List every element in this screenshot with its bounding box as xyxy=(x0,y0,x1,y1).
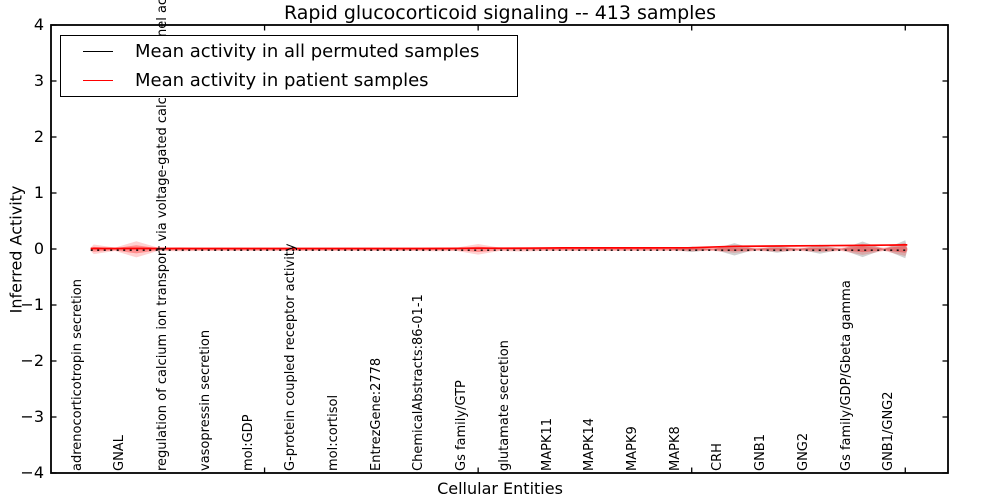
x-tick-label: CRH xyxy=(710,443,726,471)
y-tick-label: 2 xyxy=(33,127,44,146)
y-tick-label: 4 xyxy=(33,15,44,34)
x-tick-label: GNG2 xyxy=(795,432,811,471)
x-tick-label: Gs family/GDP/Gbeta gamma xyxy=(838,280,854,471)
chart-title: Rapid glucocorticoid signaling -- 413 sa… xyxy=(283,2,717,24)
y-tick-label: −3 xyxy=(20,407,44,426)
y-axis-label: Inferred Activity xyxy=(6,185,26,314)
y-tick-label: −1 xyxy=(20,295,44,314)
x-tick-label: MAPK14 xyxy=(582,417,598,471)
legend-label-permuted: Mean activity in all permuted samples xyxy=(135,40,480,62)
x-tick-label: GNB1 xyxy=(753,434,769,471)
x-tick-label: mol:GDP xyxy=(240,414,256,471)
y-tick-label: 1 xyxy=(33,183,44,202)
legend: Mean activity in all permuted samples Me… xyxy=(60,35,518,97)
permuted-line-icon xyxy=(83,50,113,52)
patient-line-icon xyxy=(83,80,113,82)
x-axis-label: Cellular Entities xyxy=(437,479,563,498)
x-tick-label: adrenocorticotropin secretion xyxy=(69,279,85,471)
x-tick-label: MAPK9 xyxy=(625,426,640,471)
x-tick-label: EntrezGene:2778 xyxy=(368,357,384,471)
y-tick-label: −2 xyxy=(20,351,44,370)
legend-entry-permuted: Mean activity in all permuted samples xyxy=(61,37,517,65)
x-tick-label: MAPK8 xyxy=(667,426,683,471)
y-tick-label: 3 xyxy=(33,71,44,90)
y-tick-label: −4 xyxy=(20,463,44,482)
legend-entry-patient: Mean activity in patient samples xyxy=(61,67,517,95)
x-tick-label: mol:cortisol xyxy=(326,394,341,471)
x-tick-label: MAPK11 xyxy=(539,417,555,471)
y-tick-label: 0 xyxy=(33,239,44,258)
x-tick-label: glutamate secretion xyxy=(496,340,512,471)
x-tick-label: GNB1/GNG2 xyxy=(881,391,897,471)
x-tick-label: GNAL xyxy=(112,435,128,471)
legend-label-patient: Mean activity in patient samples xyxy=(135,70,429,92)
x-tick-label: Gs family/GTP xyxy=(454,380,470,471)
x-tick-label: vasopressin secretion xyxy=(197,329,213,471)
x-tick-label: G-protein coupled receptor activity xyxy=(283,243,299,471)
x-tick-label: ChemicalAbstracts:86-01-1 xyxy=(411,294,427,471)
